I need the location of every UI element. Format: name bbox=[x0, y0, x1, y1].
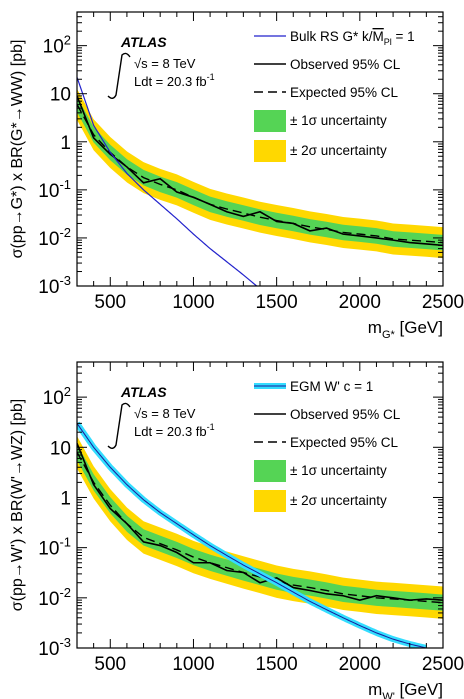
y-tick-label: 102 bbox=[43, 384, 71, 409]
y-tick-label: 10-1 bbox=[38, 535, 71, 560]
y-tick-label: 10-2 bbox=[38, 225, 71, 250]
legend-observed-label: Observed 95% CL bbox=[290, 407, 401, 422]
y-tick-label: 10 bbox=[50, 438, 71, 459]
legend-expected-label: Expected 95% CL bbox=[290, 435, 399, 450]
legend-model-label: Bulk RS G* k/MPl = 1 bbox=[290, 29, 415, 47]
legend-1sigma-label: ± 1σ uncertainty bbox=[290, 113, 387, 128]
observed-limit-line bbox=[77, 95, 443, 247]
y-axis-label: σ(pp→W') x BR(W'→WZ) [pb] bbox=[9, 399, 26, 611]
lumi-label: Ldt = 20.3 fb-1 bbox=[134, 422, 215, 439]
atlas-label: ATLAS bbox=[120, 34, 167, 50]
y-tick-label: 10-3 bbox=[38, 273, 71, 298]
top-limit-plot: 500 1000 1500 2000 2500 10-3 10-2 10-1 1 10 102 σ(p… bbox=[9, 11, 464, 341]
observed-limit-line bbox=[77, 443, 443, 601]
x-tick-label: 1500 bbox=[255, 654, 297, 675]
plot-area bbox=[77, 77, 443, 286]
integral-sign bbox=[107, 402, 131, 449]
integral-sign bbox=[107, 52, 131, 99]
y-tick-label: 1 bbox=[60, 488, 71, 509]
legend-2sigma-swatch bbox=[254, 140, 286, 162]
model-theory-line bbox=[77, 423, 427, 648]
x-axis-label: mG* [GeV] bbox=[368, 318, 443, 341]
x-axis-label: mW' [GeV] bbox=[368, 680, 443, 699]
y-tick-label: 102 bbox=[43, 33, 71, 58]
x-tick-label: 1500 bbox=[255, 292, 297, 313]
x-tick-label: 1000 bbox=[172, 654, 214, 675]
bottom-limit-plot: 500 1000 1500 2000 2500 10-3 10-2 10-1 1 10 102 σ(p… bbox=[9, 361, 464, 699]
legend-2sigma-label: ± 2σ uncertainty bbox=[290, 143, 387, 158]
expected-limit-line bbox=[77, 104, 443, 244]
y-tick-label: 10-1 bbox=[38, 177, 71, 202]
y-tick-label: 10-3 bbox=[38, 635, 71, 660]
legend-2sigma-swatch bbox=[254, 490, 286, 512]
band-1sigma bbox=[77, 96, 443, 251]
lumi-label: Ldt = 20.3 fb-1 bbox=[134, 72, 215, 89]
x-tick-label: 500 bbox=[94, 292, 126, 313]
plot-area bbox=[77, 421, 443, 648]
legend-observed-label: Observed 95% CL bbox=[290, 57, 401, 72]
x-tick-label: 2500 bbox=[422, 292, 464, 313]
legend-1sigma-label: ± 1σ uncertainty bbox=[290, 463, 387, 478]
legend-1sigma-swatch bbox=[254, 110, 286, 132]
energy-label: √s = 8 TeV bbox=[134, 406, 196, 421]
model-theory-line bbox=[77, 77, 258, 286]
y-tick-label: 10-2 bbox=[38, 585, 71, 610]
y-tick-label: 10 bbox=[50, 85, 71, 106]
y-axis-label: σ(pp→G*) x BR(G*→WW) [pb] bbox=[9, 40, 26, 259]
legend-2sigma-label: ± 2σ uncertainty bbox=[290, 493, 387, 508]
x-tick-label: 2500 bbox=[422, 654, 464, 675]
x-tick-label: 1000 bbox=[172, 292, 214, 313]
legend-1sigma-swatch bbox=[254, 460, 286, 482]
y-tick-label: 1 bbox=[60, 133, 71, 154]
legend-model-label: EGM W' c = 1 bbox=[290, 379, 373, 394]
x-tick-label: 500 bbox=[94, 654, 126, 675]
energy-label: √s = 8 TeV bbox=[134, 56, 196, 71]
atlas-label: ATLAS bbox=[120, 384, 167, 400]
x-tick-label: 2000 bbox=[339, 654, 381, 675]
legend-expected-label: Expected 95% CL bbox=[290, 85, 399, 100]
x-tick-label: 2000 bbox=[339, 292, 381, 313]
